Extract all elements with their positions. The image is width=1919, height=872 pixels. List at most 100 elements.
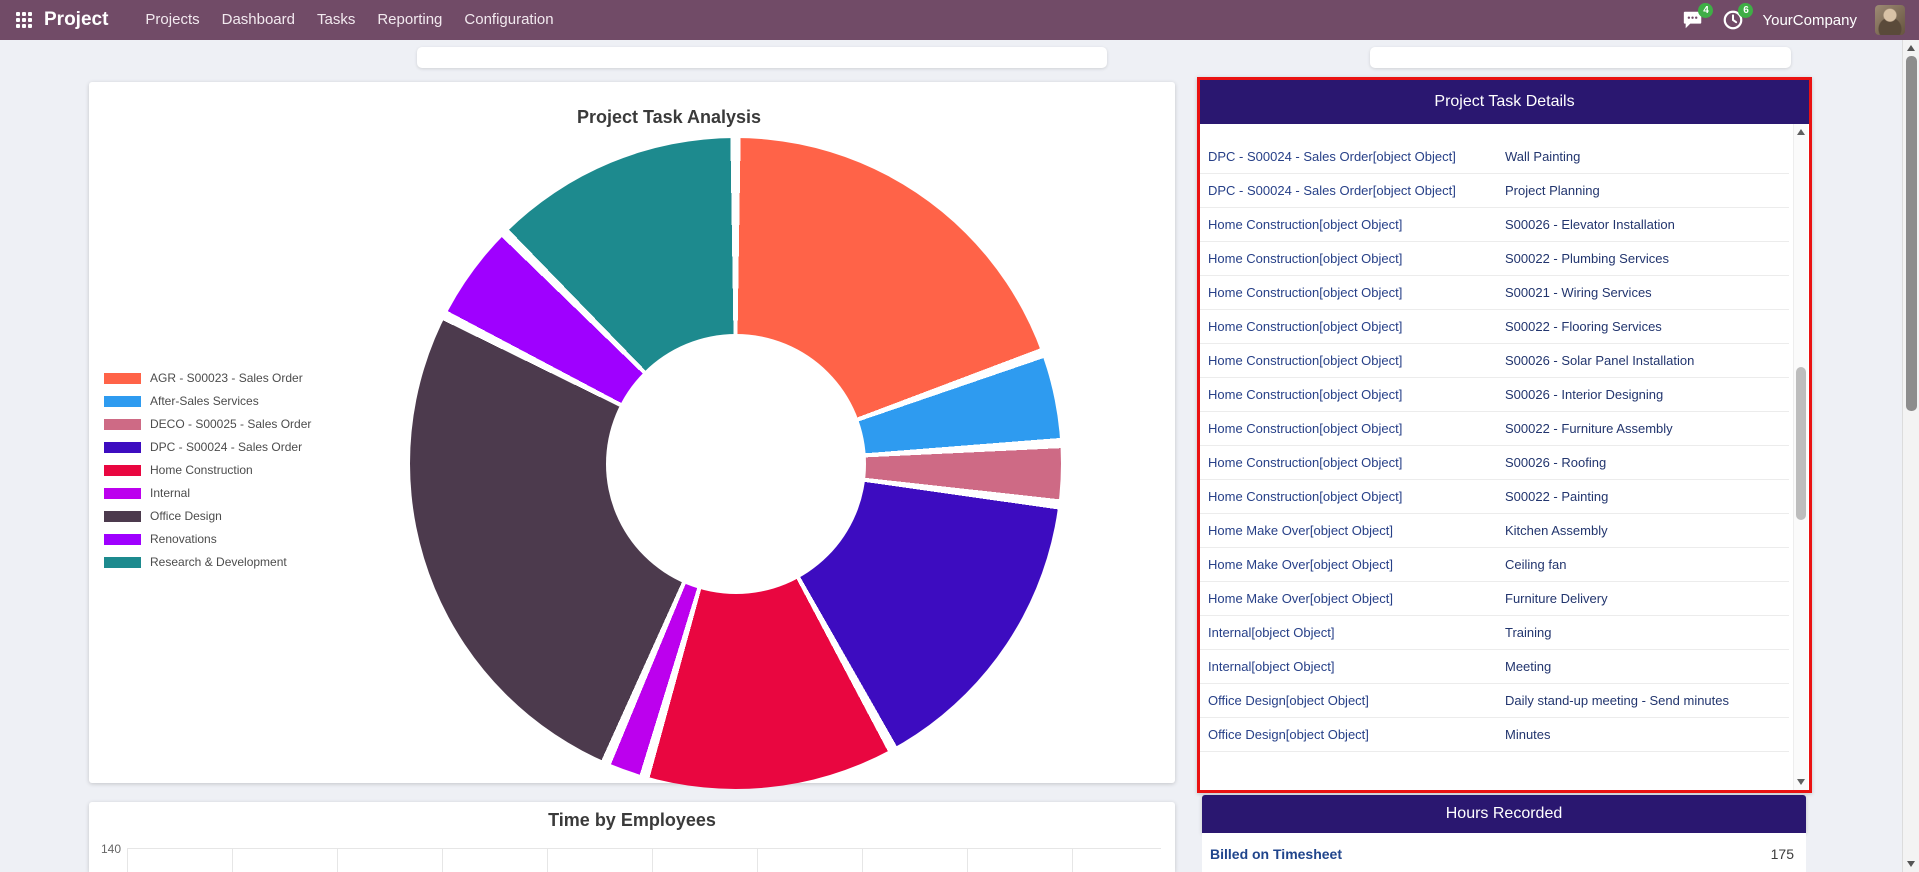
task-cell: Wall Painting [1505, 149, 1581, 164]
legend-item[interactable]: AGR - S00023 - Sales Order [104, 371, 311, 385]
donut-legend: AGR - S00023 - Sales Order After-Sales Se… [104, 371, 311, 578]
table-row[interactable]: Home Construction[object Object] S00026 -… [1200, 208, 1789, 242]
project-cell: Home Make Over[object Object] [1208, 557, 1393, 572]
hours-row[interactable]: Billed on Timesheet 175 [1202, 833, 1806, 862]
legend-label: Renovations [150, 532, 217, 546]
table-row[interactable]: Home Construction[object Object] S00026 -… [1200, 378, 1789, 412]
legend-label: After-Sales Services [150, 394, 259, 408]
legend-swatch [104, 487, 141, 499]
task-cell: S00026 - Elevator Installation [1505, 217, 1675, 232]
project-cell: Home Construction[object Object] [1208, 285, 1403, 300]
table-row[interactable]: Internal[object Object] Training [1200, 616, 1789, 650]
legend-swatch [104, 418, 141, 430]
table-row[interactable]: Home Make Over[object Object] Kitchen Ass… [1200, 514, 1789, 548]
task-cell: Project Planning [1505, 183, 1600, 198]
bar-chart-title: Time by Employees [548, 810, 716, 830]
menu-item-tasks[interactable]: Tasks [317, 11, 356, 28]
table-row[interactable]: Home Construction[object Object] S00026 -… [1200, 446, 1789, 480]
project-cell: Internal[object Object] [1208, 659, 1335, 674]
task-analysis-card: Project Task Analysis AGR - S00023 - Sal… [89, 82, 1175, 789]
time-by-employees-card: Time by Employees 140 [89, 802, 1175, 872]
table-row[interactable]: DPC - S00024 - Sales Order[object Object… [1200, 174, 1789, 208]
task-cell: S00022 - Plumbing Services [1505, 251, 1670, 266]
navbar-systray: 4 6 YourCompany [1682, 3, 1907, 35]
messages-button[interactable]: 4 [1682, 3, 1714, 31]
company-switcher[interactable]: YourCompany [1762, 11, 1857, 29]
legend-item[interactable]: Office Design [104, 509, 311, 523]
apps-menu-icon[interactable] [16, 12, 32, 28]
legend-item[interactable]: Home Construction [104, 463, 311, 477]
user-avatar[interactable] [1875, 5, 1905, 35]
table-row[interactable]: Internal[object Object] Meeting [1200, 650, 1789, 684]
menu-item-configuration[interactable]: Configuration [464, 11, 554, 28]
project-cell: Office Design[object Object] [1208, 693, 1369, 708]
task-details-body: DPC - S00024 - Sales Order[object Object… [1200, 124, 1809, 790]
donut-chart[interactable] [410, 138, 1061, 789]
window-scrollbar-thumb[interactable] [1906, 56, 1917, 411]
table-row[interactable]: Home Construction[object Object] S00022 -… [1200, 242, 1789, 276]
window-scrollbar[interactable] [1902, 40, 1919, 872]
details-scrollbar-thumb[interactable] [1796, 367, 1806, 520]
table-row[interactable]: Home Construction[object Object] S00022 -… [1200, 310, 1789, 344]
table-row[interactable]: Office Design[object Object] Daily stand-… [1200, 684, 1789, 718]
scroll-up-icon[interactable] [1797, 129, 1805, 135]
menu-item-projects[interactable]: Projects [145, 11, 200, 28]
legend-label: Internal [150, 486, 191, 500]
table-row[interactable]: Home Make Over[object Object] Furniture D… [1200, 582, 1789, 616]
legend-swatch [104, 464, 141, 476]
table-row[interactable]: Office Design[object Object] Minutes [1200, 718, 1789, 752]
donut-chart-title: Project Task Analysis [576, 107, 762, 127]
table-row[interactable]: Home Construction[object Object] S00022 -… [1200, 480, 1789, 514]
table-row[interactable]: Home Make Over[object Object] Ceiling fan [1200, 548, 1789, 582]
legend-item[interactable]: After-Sales Services [104, 394, 311, 408]
menu-item-dashboard[interactable]: Dashboard [221, 11, 295, 28]
legend-label: Office Design [150, 509, 222, 523]
task-cell: S00026 - Interior Designing [1505, 387, 1664, 402]
task-cell: Meeting [1505, 659, 1552, 674]
task-cell: Training [1505, 625, 1552, 640]
activities-button[interactable]: 6 [1722, 3, 1754, 31]
table-row[interactable]: Home Construction[object Object] S00026 -… [1200, 344, 1789, 378]
task-cell: Furniture Delivery [1505, 591, 1608, 606]
legend-item[interactable]: Internal [104, 486, 311, 500]
project-cell: DPC - S00024 - Sales Order[object Object… [1208, 183, 1456, 198]
chat-icon [1684, 11, 1702, 29]
legend-label: Research & Development [150, 555, 287, 569]
task-details-title: Project Task Details [1434, 93, 1575, 110]
legend-item[interactable]: DPC - S00024 - Sales Order [104, 440, 311, 454]
window-scroll-up-icon[interactable] [1907, 45, 1915, 51]
project-cell: Home Construction[object Object] [1208, 421, 1403, 436]
task-cell: S00022 - Painting [1505, 489, 1609, 504]
details-scrollbar[interactable] [1793, 124, 1808, 790]
table-row[interactable]: Home Construction[object Object] S00022 -… [1200, 412, 1789, 446]
task-cell: S00026 - Solar Panel Installation [1505, 353, 1695, 368]
project-cell: Home Make Over[object Object] [1208, 591, 1393, 606]
project-cell: Home Construction[object Object] [1208, 489, 1403, 504]
task-cell: Daily stand-up meeting - Send minutes [1505, 693, 1730, 708]
navbar-menu: Projects Dashboard Tasks Reporting Configura… [134, 0, 564, 40]
legend-swatch [104, 441, 141, 453]
hours-recorded-body: Billed on Timesheet 175 [1202, 833, 1806, 872]
task-details-header: Project Task Details [1200, 80, 1809, 124]
table-row[interactable]: DPC - S00024 - Sales Order[object Object… [1200, 140, 1789, 174]
scroll-down-icon[interactable] [1797, 779, 1805, 785]
hours-recorded-title: Hours Recorded [1445, 805, 1563, 822]
app-title[interactable]: Project [44, 9, 109, 30]
hours-recorded-header: Hours Recorded [1202, 795, 1806, 833]
legend-item[interactable]: Research & Development [104, 555, 311, 569]
legend-swatch [104, 372, 141, 384]
activities-badge: 6 [1738, 3, 1754, 18]
project-cell: DPC - S00024 - Sales Order[object Object… [1208, 149, 1456, 164]
project-cell: Home Construction[object Object] [1208, 319, 1403, 334]
table-row[interactable]: Home Construction[object Object] S00021 -… [1200, 276, 1789, 310]
y-axis-tick-140: 140 [100, 842, 121, 856]
menu-item-reporting[interactable]: Reporting [377, 11, 443, 28]
window-scroll-down-icon[interactable] [1907, 861, 1915, 867]
task-cell: S00022 - Flooring Services [1505, 319, 1662, 334]
hours-row-label: Billed on Timesheet [1210, 846, 1342, 862]
hours-row-value: 175 [1770, 846, 1794, 862]
legend-item[interactable]: Renovations [104, 532, 311, 546]
project-cell: Internal[object Object] [1208, 625, 1335, 640]
bar-chart-plot-area[interactable] [127, 848, 1161, 872]
legend-item[interactable]: DECO - S00025 - Sales Order [104, 417, 311, 431]
